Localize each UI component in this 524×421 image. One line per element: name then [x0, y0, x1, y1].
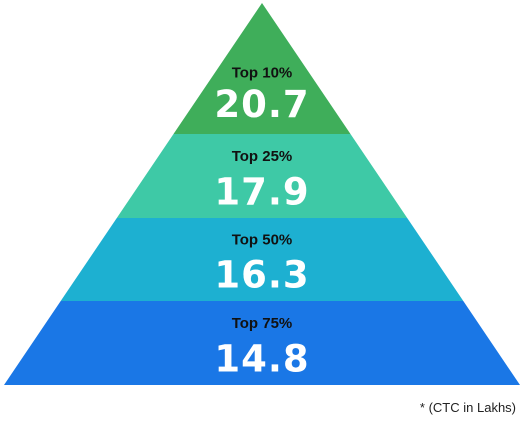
pyramid-tier-1 — [173, 3, 351, 134]
pyramid-tier-2 — [116, 134, 408, 218]
tier-label: Top 75% — [232, 315, 293, 332]
tier-label: Top 10% — [232, 65, 293, 82]
tier-value: 14.8 — [214, 338, 309, 381]
tier-label: Top 25% — [232, 148, 293, 165]
pyramid-tier-4 — [4, 301, 520, 385]
tier-value: 16.3 — [214, 254, 309, 297]
pyramid-tier-3 — [60, 218, 464, 301]
tier-value: 20.7 — [214, 83, 309, 126]
tier-value: 17.9 — [214, 171, 309, 214]
tier-label: Top 50% — [232, 232, 293, 249]
footnote: * (CTC in Lakhs) — [419, 400, 516, 415]
